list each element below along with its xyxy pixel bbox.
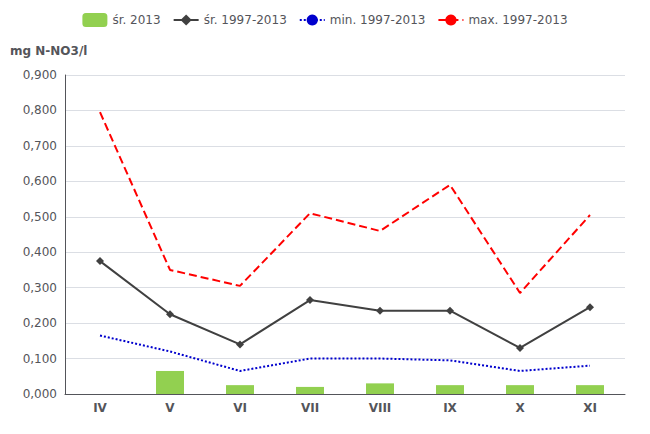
svg-text:VII: VII [301,401,319,415]
svg-text:0,900: 0,900 [23,68,57,82]
svg-text:śr. 1997-2013: śr. 1997-2013 [204,13,287,27]
svg-text:IV: IV [93,401,107,415]
svg-text:0,800: 0,800 [23,103,57,117]
svg-text:0,400: 0,400 [23,245,57,259]
svg-text:VIII: VIII [369,401,392,415]
svg-text:min. 1997-2013: min. 1997-2013 [330,13,426,27]
svg-text:0,000: 0,000 [23,387,57,401]
svg-text:VI: VI [233,401,247,415]
svg-text:0,100: 0,100 [23,352,57,366]
svg-text:max. 1997-2013: max. 1997-2013 [468,13,567,27]
svg-text:V: V [165,401,175,415]
svg-text:XI: XI [583,401,597,415]
svg-text:0,300: 0,300 [23,281,57,295]
svg-text:0,700: 0,700 [23,139,57,153]
svg-text:0,500: 0,500 [23,210,57,224]
svg-text:śr. 2013: śr. 2013 [112,13,160,27]
svg-text:0,600: 0,600 [23,174,57,188]
svg-text:0,200: 0,200 [23,316,57,330]
svg-text:X: X [515,401,525,415]
svg-text:mg N-NO3/l: mg N-NO3/l [10,44,87,58]
svg-text:IX: IX [443,401,457,415]
